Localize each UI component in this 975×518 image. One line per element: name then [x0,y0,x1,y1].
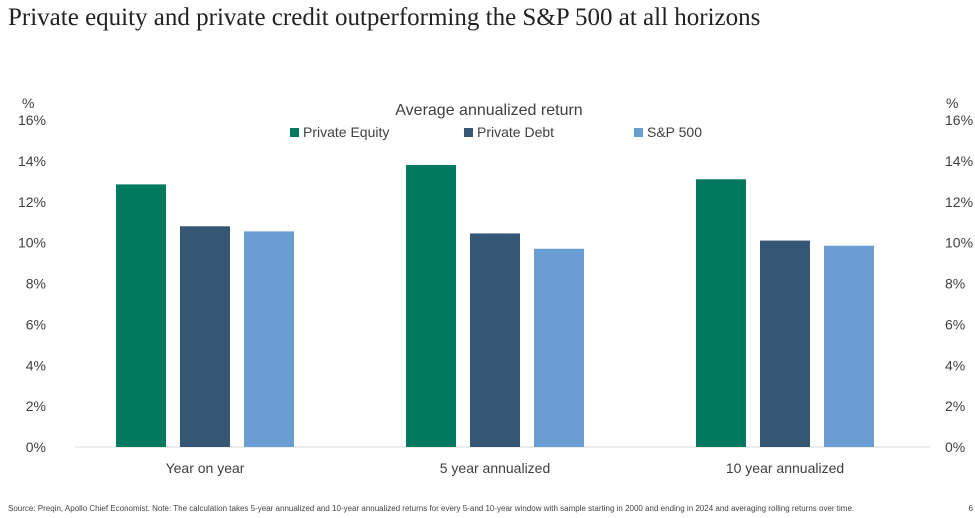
bar [824,245,874,447]
y-axis-right: 0% 2% 4% 6% 8% 10% 12% 14% 16% [945,112,973,455]
y-tick-label-right: 0% [945,439,965,455]
x-category-label: 5 year annualized [440,460,551,476]
bar [406,164,456,447]
legend-swatch [634,128,643,137]
y-tick-label-left: 4% [26,357,46,373]
y-axis-left: 0% 2% 4% 6% 8% 10% 12% 14% 16% [18,112,46,455]
bars [116,164,874,448]
y-tick-label-right: 6% [945,316,965,332]
chart-title: Average annualized return [395,102,582,119]
bar [760,240,810,447]
bar [180,226,230,447]
page-number: 6 [968,504,973,513]
y-tick-label-right: 10% [945,235,973,251]
y-tick-label-left: 2% [26,398,46,414]
bar [470,233,520,447]
bar [244,231,294,447]
y-axis-label-right: % [946,95,958,111]
legend: Private Equity Private Debt S&P 500 [290,124,702,140]
y-tick-label-left: 10% [18,235,46,251]
y-tick-label-right: 2% [945,398,965,414]
legend-label: Private Debt [477,124,554,140]
bar [534,248,584,447]
y-tick-label-left: 8% [26,276,46,292]
y-tick-label-right: 12% [945,194,973,210]
x-category-label: Year on year [166,460,245,476]
y-tick-label-right: 8% [945,276,965,292]
legend-label: Private Equity [303,124,389,140]
bar [696,179,746,448]
y-tick-label-left: 14% [18,153,46,169]
source-note: Source: Preqin, Apollo Chief Economist. … [8,504,855,513]
page-title: Private equity and private credit outper… [8,4,761,31]
x-axis: Year on year 5 year annualized 10 year ann… [166,460,845,476]
y-tick-label-right: 16% [945,112,973,128]
y-tick-label-left: 6% [26,316,46,332]
y-tick-label-left: 0% [26,439,46,455]
y-tick-label-left: 12% [18,194,46,210]
legend-swatch [290,128,299,137]
y-tick-label-right: 14% [945,153,973,169]
y-tick-label-left: 16% [18,112,46,128]
x-category-label: 10 year annualized [726,460,844,476]
y-axis-label-left: % [22,95,34,111]
legend-swatch [464,128,473,137]
bar-chart: Average annualized return % % Private Eq… [18,95,973,476]
legend-label: S&P 500 [647,124,702,140]
y-tick-label-right: 4% [945,357,965,373]
bar [116,184,166,448]
